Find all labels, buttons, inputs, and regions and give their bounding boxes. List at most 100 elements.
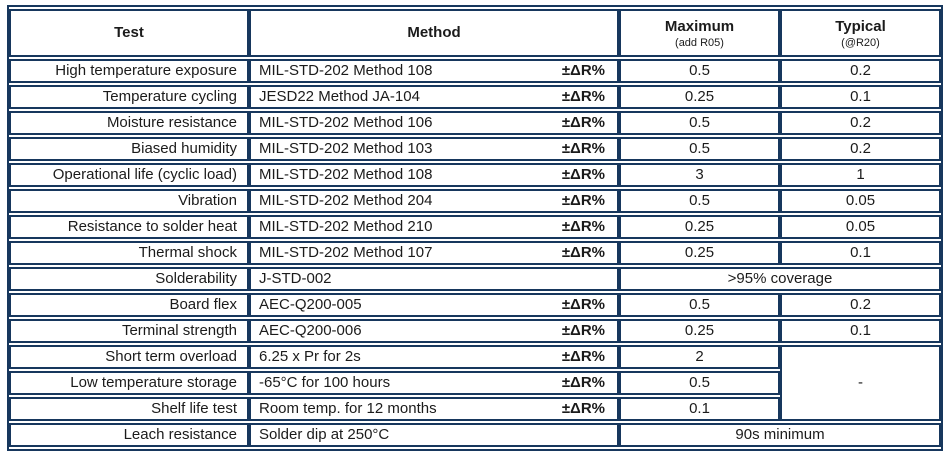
method-text: Room temp. for 12 months xyxy=(259,400,437,417)
table-row: Operational life (cyclic load) MIL-STD-2… xyxy=(9,163,941,187)
method-text: MIL-STD-202 Method 108 xyxy=(259,62,433,79)
method-cell: J-STD-002 xyxy=(249,267,619,291)
maximum-cell: 0.25 xyxy=(619,241,780,265)
typical-sublabel: (@R20) xyxy=(841,36,880,49)
delta-r-label: ±ΔR% xyxy=(561,192,605,209)
method-text: MIL-STD-202 Method 107 xyxy=(259,244,433,261)
method-cell: Solder dip at 250°C xyxy=(249,423,619,447)
table-row: Leach resistance Solder dip at 250°C 90s… xyxy=(9,423,941,447)
method-cell: 6.25 x Pr for 2s ±ΔR% xyxy=(249,345,619,369)
test-cell: Thermal shock xyxy=(9,241,249,265)
column-header-typical: Typical (@R20) xyxy=(780,9,941,57)
typical-cell: 1 xyxy=(780,163,941,187)
method-cell: MIL-STD-202 Method 106 ±ΔR% xyxy=(249,111,619,135)
method-text: JESD22 Method JA-104 xyxy=(259,88,420,105)
test-cell: Biased humidity xyxy=(9,137,249,161)
table-row: Resistance to solder heat MIL-STD-202 Me… xyxy=(9,215,941,239)
typical-cell: 0.1 xyxy=(780,241,941,265)
method-text: MIL-STD-202 Method 210 xyxy=(259,218,433,235)
table-row: Vibration MIL-STD-202 Method 204 ±ΔR% 0.5… xyxy=(9,189,941,213)
method-text: MIL-STD-202 Method 204 xyxy=(259,192,433,209)
maximum-cell: 0.5 xyxy=(619,59,780,83)
typical-cell: 0.05 xyxy=(780,189,941,213)
delta-r-label: ±ΔR% xyxy=(561,114,605,131)
method-cell: -65°C for 100 hours ±ΔR% xyxy=(249,371,619,395)
method-cell: MIL-STD-202 Method 108 ±ΔR% xyxy=(249,59,619,83)
delta-r-label: ±ΔR% xyxy=(561,62,605,79)
method-text: 6.25 x Pr for 2s xyxy=(259,348,361,365)
test-cell: Shelf life test xyxy=(9,397,249,421)
table-row: Shelf life test Room temp. for 12 months… xyxy=(9,397,941,421)
test-cell: Temperature cycling xyxy=(9,85,249,109)
method-text: MIL-STD-202 Method 103 xyxy=(259,140,433,157)
maximum-cell: 0.25 xyxy=(619,319,780,343)
table-row: Biased humidity MIL-STD-202 Method 103 ±Δ… xyxy=(9,137,941,161)
maximum-cell: 0.5 xyxy=(619,371,780,395)
delta-r-label: ±ΔR% xyxy=(561,88,605,105)
method-text: J-STD-002 xyxy=(259,270,332,287)
test-cell: Moisture resistance xyxy=(9,111,249,135)
column-header-test: Test xyxy=(9,9,249,57)
typical-cell: 0.2 xyxy=(780,59,941,83)
maximum-cell: 0.5 xyxy=(619,293,780,317)
method-cell: JESD22 Method JA-104 ±ΔR% xyxy=(249,85,619,109)
method-cell: MIL-STD-202 Method 107 ±ΔR% xyxy=(249,241,619,265)
method-text: AEC-Q200-006 xyxy=(259,322,362,339)
method-cell: Room temp. for 12 months ±ΔR% xyxy=(249,397,619,421)
test-cell: Leach resistance xyxy=(9,423,249,447)
maximum-label: Maximum xyxy=(664,17,735,35)
maximum-cell: 0.5 xyxy=(619,111,780,135)
method-text: -65°C for 100 hours xyxy=(259,374,391,391)
table-row: Terminal strength AEC-Q200-006 ±ΔR% 0.25 … xyxy=(9,319,941,343)
delta-r-label: ±ΔR% xyxy=(561,374,605,391)
table-row: Short term overload 6.25 x Pr for 2s ±ΔR%… xyxy=(9,345,941,421)
test-cell: High temperature exposure xyxy=(9,59,249,83)
delta-r-label: ±ΔR% xyxy=(561,166,605,183)
table-row: Solderability J-STD-002 >95% coverage xyxy=(9,267,941,291)
method-cell: MIL-STD-202 Method 103 ±ΔR% xyxy=(249,137,619,161)
delta-r-label: ±ΔR% xyxy=(561,140,605,157)
maximum-cell: 3 xyxy=(619,163,780,187)
table-row: Moisture resistance MIL-STD-202 Method 1… xyxy=(9,111,941,135)
merged-value-cell: 90s minimum xyxy=(619,423,941,447)
maximum-cell: 0.5 xyxy=(619,189,780,213)
qualification-table: Test Method Maximum (add R05) Typical (@… xyxy=(7,5,943,451)
test-cell: Solderability xyxy=(9,267,249,291)
method-cell: MIL-STD-202 Method 108 ±ΔR% xyxy=(249,163,619,187)
test-cell: Low temperature storage xyxy=(9,371,249,395)
delta-r-label: ±ΔR% xyxy=(561,218,605,235)
maximum-cell: 0.5 xyxy=(619,137,780,161)
method-cell: MIL-STD-202 Method 210 ±ΔR% xyxy=(249,215,619,239)
maximum-cell: 0.25 xyxy=(619,215,780,239)
method-cell: AEC-Q200-005 ±ΔR% xyxy=(249,293,619,317)
typical-label: Typical xyxy=(835,17,886,35)
typical-cell: 0.2 xyxy=(780,293,941,317)
test-cell: Short term overload xyxy=(9,345,249,369)
typical-cell: 0.1 xyxy=(780,85,941,109)
table-row: Low temperature storage -65°C for 100 ho… xyxy=(9,371,941,395)
delta-r-label: ±ΔR% xyxy=(561,400,605,417)
typical-merged-cell: - xyxy=(780,345,941,421)
method-text: Solder dip at 250°C xyxy=(259,426,390,443)
table-row: Board flex AEC-Q200-005 ±ΔR% 0.5 0.2 xyxy=(9,293,941,317)
method-cell: AEC-Q200-006 ±ΔR% xyxy=(249,319,619,343)
delta-r-label: ±ΔR% xyxy=(561,348,605,365)
method-text: MIL-STD-202 Method 108 xyxy=(259,166,433,183)
test-cell: Operational life (cyclic load) xyxy=(9,163,249,187)
column-header-method: Method xyxy=(249,9,619,57)
maximum-sublabel: (add R05) xyxy=(675,36,724,49)
typical-cell: 0.2 xyxy=(780,111,941,135)
method-text: MIL-STD-202 Method 106 xyxy=(259,114,433,131)
delta-r-label: ±ΔR% xyxy=(561,296,605,313)
test-cell: Terminal strength xyxy=(9,319,249,343)
typical-cell: 0.2 xyxy=(780,137,941,161)
table-row: Temperature cycling JESD22 Method JA-104… xyxy=(9,85,941,109)
merged-value-cell: >95% coverage xyxy=(619,267,941,291)
header-row: Test Method Maximum (add R05) Typical (@… xyxy=(9,9,941,57)
test-cell: Vibration xyxy=(9,189,249,213)
column-header-maximum: Maximum (add R05) xyxy=(619,9,780,57)
delta-r-label: ±ΔR% xyxy=(561,322,605,339)
maximum-cell: 0.25 xyxy=(619,85,780,109)
method-cell: MIL-STD-202 Method 204 ±ΔR% xyxy=(249,189,619,213)
